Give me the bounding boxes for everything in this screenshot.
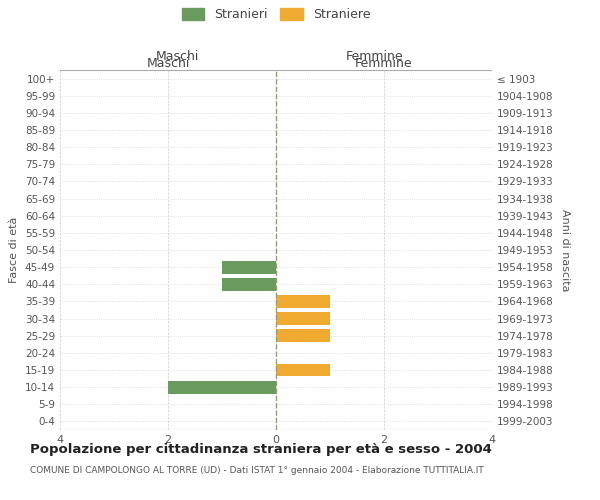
Text: Maschi: Maschi (146, 57, 190, 70)
Bar (276, 312, 330, 325)
Y-axis label: Fasce di età: Fasce di età (10, 217, 19, 283)
Text: Femmine: Femmine (346, 50, 404, 62)
Legend: Stranieri, Straniere: Stranieri, Straniere (177, 2, 375, 26)
Text: Popolazione per cittadinanza straniera per età e sesso - 2004: Popolazione per cittadinanza straniera p… (30, 442, 492, 456)
Bar (276, 295, 330, 308)
Bar (222, 260, 276, 274)
Text: COMUNE DI CAMPOLONGO AL TORRE (UD) - Dati ISTAT 1° gennaio 2004 - Elaborazione T: COMUNE DI CAMPOLONGO AL TORRE (UD) - Dat… (30, 466, 484, 475)
Text: Femmine: Femmine (355, 57, 413, 70)
Y-axis label: Anni di nascita: Anni di nascita (560, 209, 570, 291)
Bar (276, 330, 330, 342)
Bar (222, 278, 276, 290)
Text: Maschi: Maschi (155, 50, 199, 62)
Bar (168, 380, 276, 394)
Bar (276, 364, 330, 376)
